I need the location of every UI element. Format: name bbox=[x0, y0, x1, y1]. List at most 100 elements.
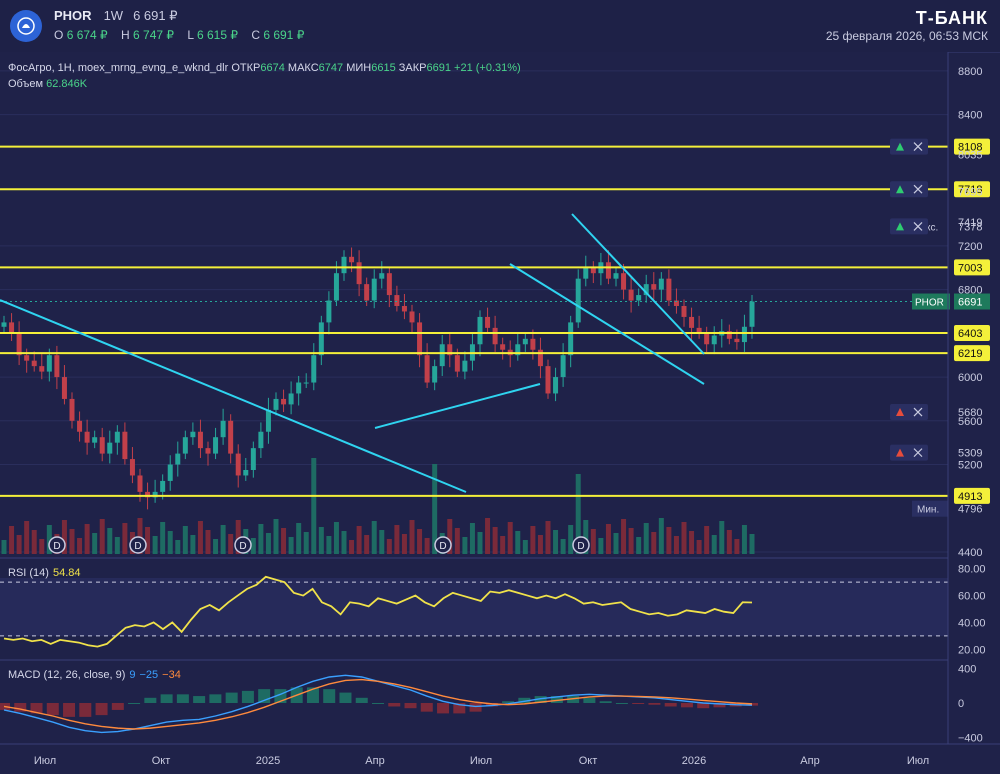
candle-body bbox=[462, 360, 468, 372]
alert-controls[interactable] bbox=[890, 404, 928, 421]
volume-bar bbox=[114, 537, 120, 554]
macd-histogram-bar bbox=[746, 703, 758, 706]
ticker-line[interactable]: PHOR 1W 6 691 ₽ bbox=[54, 8, 177, 24]
rsi-line[interactable] bbox=[3, 575, 753, 648]
bell-icon[interactable] bbox=[896, 448, 904, 457]
macd-histogram-bar bbox=[323, 689, 336, 703]
macd-v3: −34 bbox=[162, 669, 181, 681]
macd-histogram-bar bbox=[550, 696, 563, 703]
candle-body bbox=[39, 366, 45, 372]
candle-body bbox=[537, 349, 543, 367]
candle-body bbox=[364, 284, 370, 301]
rsi-tick-label: 60.00 bbox=[958, 591, 986, 603]
volume-bar bbox=[492, 527, 498, 554]
candle-body bbox=[515, 344, 521, 356]
rsi-tick-label: 20.00 bbox=[958, 644, 986, 656]
candle-body bbox=[190, 431, 196, 438]
macd-histogram-bar bbox=[128, 703, 141, 704]
dividend-marker[interactable] bbox=[234, 536, 252, 554]
close-icon-line bbox=[913, 448, 923, 458]
level-tag-label: 4913 bbox=[958, 491, 982, 503]
timeframe[interactable]: 1W bbox=[103, 8, 124, 23]
trendlines[interactable] bbox=[0, 213, 705, 493]
candle-body bbox=[681, 306, 687, 317]
alert-controls[interactable] bbox=[890, 218, 928, 235]
bell-icon[interactable] bbox=[896, 142, 904, 151]
candle-body bbox=[175, 453, 181, 465]
candle-body bbox=[311, 355, 317, 383]
candle-body bbox=[689, 316, 695, 328]
candle-body bbox=[84, 431, 90, 443]
volume-bar bbox=[1, 540, 7, 554]
macd-histogram-bar bbox=[144, 697, 157, 703]
candle-body bbox=[114, 431, 120, 443]
volume-bar bbox=[296, 523, 302, 554]
candle-body bbox=[265, 409, 271, 432]
candle-body bbox=[228, 420, 234, 454]
candle-body bbox=[137, 475, 143, 492]
bell-icon[interactable] bbox=[896, 408, 904, 417]
dividend-marker[interactable] bbox=[572, 536, 590, 554]
time-tick-label: Июл bbox=[907, 755, 929, 767]
volume-bar bbox=[379, 530, 385, 554]
close-icon[interactable] bbox=[913, 142, 923, 152]
close-icon[interactable] bbox=[913, 407, 923, 417]
trendline-support[interactable] bbox=[374, 383, 541, 429]
candle-body bbox=[726, 331, 732, 339]
candle-body bbox=[326, 300, 332, 323]
price-tick-label: 5200 bbox=[958, 460, 982, 472]
macd-histogram-bar bbox=[567, 696, 580, 703]
open-label: O bbox=[54, 28, 64, 42]
candle-body bbox=[583, 267, 589, 279]
volume-value: 62.846K bbox=[46, 78, 88, 90]
volume-bar bbox=[424, 538, 430, 554]
alert-box[interactable] bbox=[890, 218, 928, 235]
chart-area[interactable]: 8108771870036403621949137378Макс.5680530… bbox=[0, 52, 1000, 774]
volume-bar bbox=[349, 540, 355, 554]
alert-box[interactable] bbox=[890, 404, 928, 421]
candle-body bbox=[9, 322, 15, 334]
dividend-marker[interactable] bbox=[48, 536, 66, 554]
alert-box[interactable] bbox=[890, 181, 928, 198]
dividend-marker[interactable] bbox=[434, 536, 452, 554]
legend-close-label: ЗАКР bbox=[398, 62, 427, 74]
macd-histogram-bar bbox=[339, 692, 352, 703]
alert-controls[interactable] bbox=[890, 444, 928, 461]
volume-bar bbox=[167, 531, 173, 554]
volume-bar bbox=[681, 522, 687, 554]
bell-icon[interactable] bbox=[896, 222, 904, 231]
volume-bar bbox=[311, 458, 317, 554]
signal-line[interactable] bbox=[3, 678, 753, 730]
candle-body bbox=[613, 273, 619, 279]
close-icon[interactable] bbox=[913, 184, 923, 194]
volume-bar bbox=[673, 536, 679, 554]
alert-controls[interactable] bbox=[890, 181, 928, 198]
volume-bar bbox=[333, 522, 339, 554]
volume-bar bbox=[575, 474, 581, 554]
macd-histogram-bar bbox=[176, 694, 189, 703]
volume-bar bbox=[364, 535, 370, 554]
close-icon[interactable] bbox=[913, 221, 923, 231]
open-value: 6 674 ₽ bbox=[66, 28, 108, 42]
candle-body bbox=[749, 301, 755, 327]
candle-body bbox=[621, 273, 627, 290]
alert-controls[interactable] bbox=[890, 138, 928, 155]
candle-body bbox=[107, 442, 113, 454]
alert-box[interactable] bbox=[890, 138, 928, 155]
current-symbol-tag bbox=[912, 293, 950, 310]
volume-bar bbox=[462, 537, 468, 554]
dividend-marker[interactable] bbox=[129, 536, 147, 554]
trendline-long-down[interactable] bbox=[0, 299, 467, 493]
candle-body bbox=[424, 355, 430, 383]
volume-bar bbox=[417, 529, 423, 554]
volume-label: Объем bbox=[8, 78, 44, 90]
close-icon[interactable] bbox=[913, 448, 923, 458]
trendline-upper[interactable] bbox=[571, 213, 705, 355]
alert-box[interactable] bbox=[890, 444, 928, 461]
bell-icon[interactable] bbox=[896, 185, 904, 194]
time-tick-label: Окт bbox=[579, 755, 598, 767]
candle-body bbox=[575, 278, 581, 323]
volume-bar bbox=[281, 528, 287, 554]
trendline-lower[interactable] bbox=[509, 263, 705, 385]
volume-bar bbox=[99, 519, 105, 554]
